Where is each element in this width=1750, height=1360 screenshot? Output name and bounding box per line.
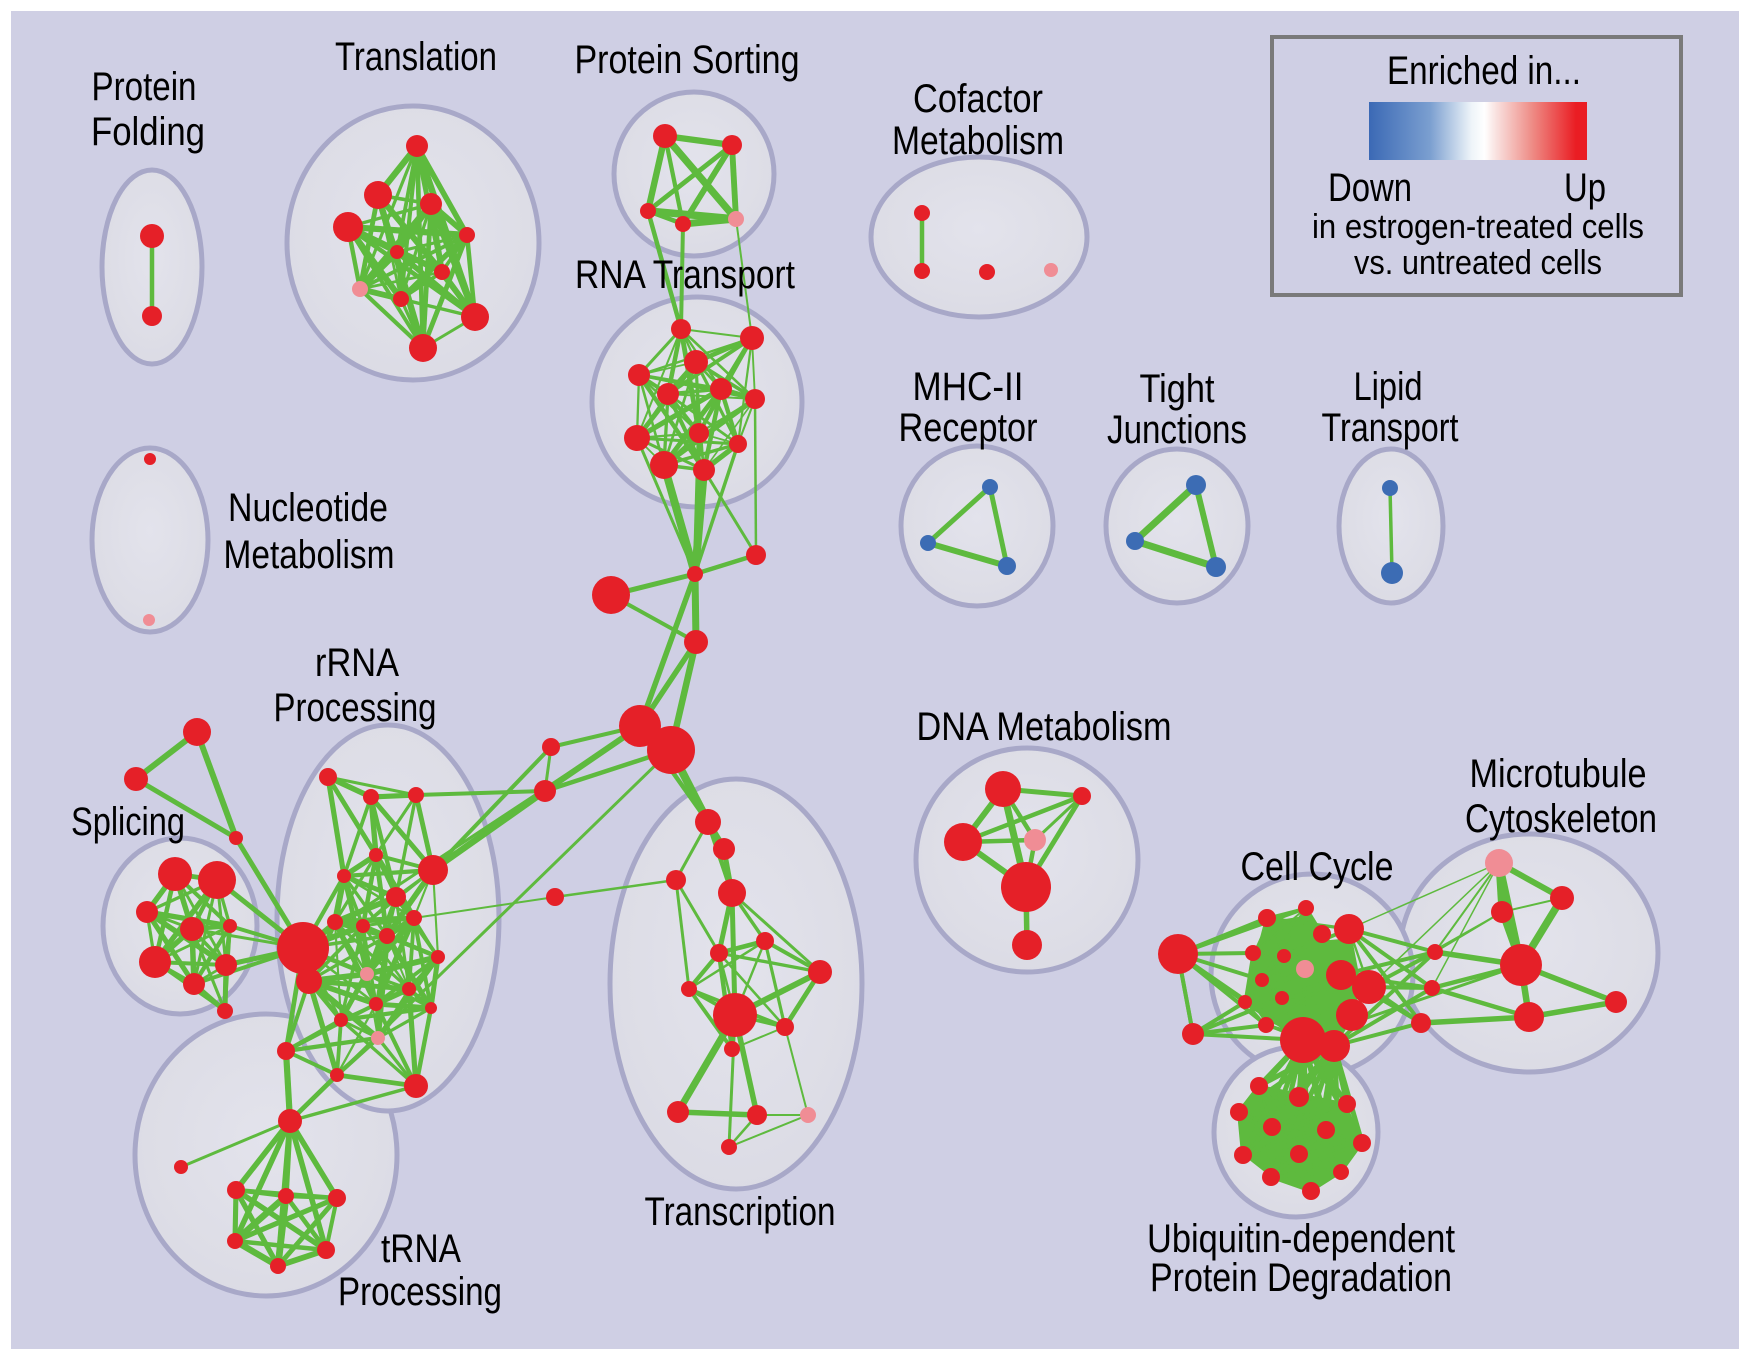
svg-text:Up: Up [1564,166,1606,210]
svg-text:Nucleotide: Nucleotide [228,486,388,530]
svg-text:Junctions: Junctions [1107,408,1247,452]
svg-text:rRNA: rRNA [315,641,399,685]
svg-text:Folding: Folding [91,110,205,154]
svg-text:Protein Degradation: Protein Degradation [1150,1256,1452,1300]
svg-text:Translation: Translation [335,35,497,79]
svg-text:Cofactor: Cofactor [913,77,1043,121]
svg-text:Transport: Transport [1322,406,1459,450]
svg-text:Protein: Protein [92,65,197,109]
svg-text:Tight: Tight [1140,367,1215,411]
svg-text:DNA Metabolism: DNA Metabolism [917,705,1172,749]
svg-text:MHC-II: MHC-II [913,365,1024,409]
svg-text:Protein Sorting: Protein Sorting [575,38,800,82]
svg-text:Down: Down [1328,166,1412,210]
svg-text:Cytoskeleton: Cytoskeleton [1465,797,1657,841]
svg-text:Microtubule: Microtubule [1470,752,1647,796]
svg-text:Processing: Processing [274,686,437,730]
svg-text:Transcription: Transcription [645,1190,836,1234]
svg-text:Metabolism: Metabolism [224,533,395,577]
svg-text:tRNA: tRNA [381,1227,461,1271]
svg-text:Receptor: Receptor [899,406,1038,450]
svg-text:Metabolism: Metabolism [892,119,1064,163]
svg-text:in estrogen-treated cells: in estrogen-treated cells [1312,208,1644,246]
svg-text:Lipid: Lipid [1354,365,1423,409]
svg-text:Splicing: Splicing [71,800,185,844]
svg-text:RNA Transport: RNA Transport [575,253,795,297]
svg-text:Cell Cycle: Cell Cycle [1241,845,1394,889]
svg-text:vs. untreated cells: vs. untreated cells [1354,244,1602,282]
svg-text:Processing: Processing [338,1270,502,1314]
svg-text:Enriched in...: Enriched in... [1387,49,1581,93]
svg-text:Ubiquitin-dependent: Ubiquitin-dependent [1147,1217,1455,1261]
